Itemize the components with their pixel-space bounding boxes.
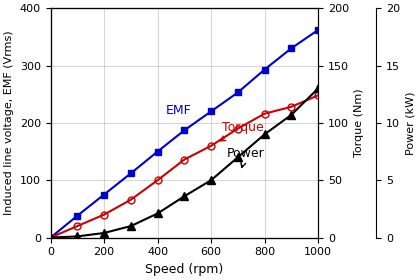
Y-axis label: Power (kW): Power (kW) <box>406 91 416 155</box>
Text: Power: Power <box>227 147 265 167</box>
Text: Torque: Torque <box>220 122 263 141</box>
X-axis label: Speed (rpm): Speed (rpm) <box>145 263 223 276</box>
Y-axis label: Induced line voltage, EMF (Vrms): Induced line voltage, EMF (Vrms) <box>4 31 14 215</box>
Y-axis label: Torque (Nm): Torque (Nm) <box>354 88 365 157</box>
Text: EMF: EMF <box>165 104 192 117</box>
